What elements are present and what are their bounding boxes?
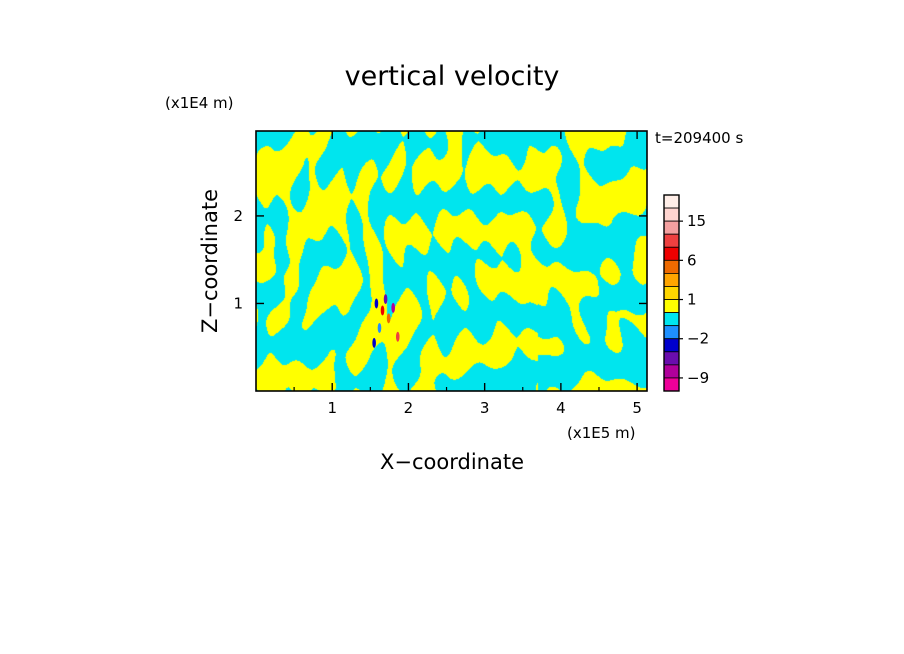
velocity-field-image <box>256 131 647 391</box>
colorbar: 15 6 1 −2 −9 <box>663 194 709 392</box>
colorbar-segment <box>663 207 680 222</box>
colorbar-tick-label: 6 <box>687 251 697 269</box>
y-tick-label: 2 <box>233 207 243 225</box>
colorbar-segment <box>663 220 680 235</box>
colorbar-tick-label: 1 <box>687 291 697 309</box>
colorbar-segment <box>663 351 680 366</box>
x-tick-label: 4 <box>556 399 566 417</box>
plot-frame <box>255 130 648 392</box>
y-axis-ticks: 12 <box>233 207 647 312</box>
colorbar-segment <box>663 259 680 274</box>
x-axis-ticks: 1 2 3 4 5 <box>293 131 642 417</box>
x-tick-label: 3 <box>480 399 490 417</box>
intense-patch <box>372 337 376 348</box>
intense-patch <box>395 331 400 342</box>
colorbar-segment <box>663 377 680 392</box>
y-unit-label: (x1E4 m) <box>165 94 234 112</box>
y-tick-label: 1 <box>233 294 243 312</box>
velocity-field <box>256 131 647 391</box>
x-tick-label: 2 <box>404 399 414 417</box>
intense-patch <box>391 302 395 313</box>
colorbar-segment <box>663 246 680 261</box>
colorbar-segment <box>663 364 680 379</box>
x-unit-label: (x1E5 m) <box>567 424 636 442</box>
intense-patch <box>380 305 385 316</box>
intense-patch <box>383 294 388 305</box>
colorbar-segment <box>663 338 680 353</box>
colorbar-segment <box>663 325 680 340</box>
intense-patch <box>386 313 391 324</box>
time-label: t=209400 s <box>655 129 743 147</box>
x-tick-label: 5 <box>632 399 642 417</box>
colorbar-segment <box>663 312 680 327</box>
colorbar-frame <box>663 194 680 392</box>
y-axis-label: Z−coordinate <box>198 189 222 333</box>
intense-patch <box>377 322 382 333</box>
colorbar-tick-label: −9 <box>687 369 709 387</box>
colorbar-segment <box>663 272 680 287</box>
colorbar-segment <box>663 233 680 248</box>
chart-title: vertical velocity <box>345 61 560 92</box>
x-axis-label: X−coordinate <box>380 450 524 474</box>
x-tick-label: 1 <box>327 399 337 417</box>
intense-patch <box>374 298 379 309</box>
colorbar-segment <box>663 286 680 300</box>
colorbar-tick-label: −2 <box>687 330 709 348</box>
colorbar-segment <box>663 299 680 313</box>
colorbar-segment <box>663 194 680 209</box>
colorbar-tick-label: 15 <box>687 212 706 230</box>
